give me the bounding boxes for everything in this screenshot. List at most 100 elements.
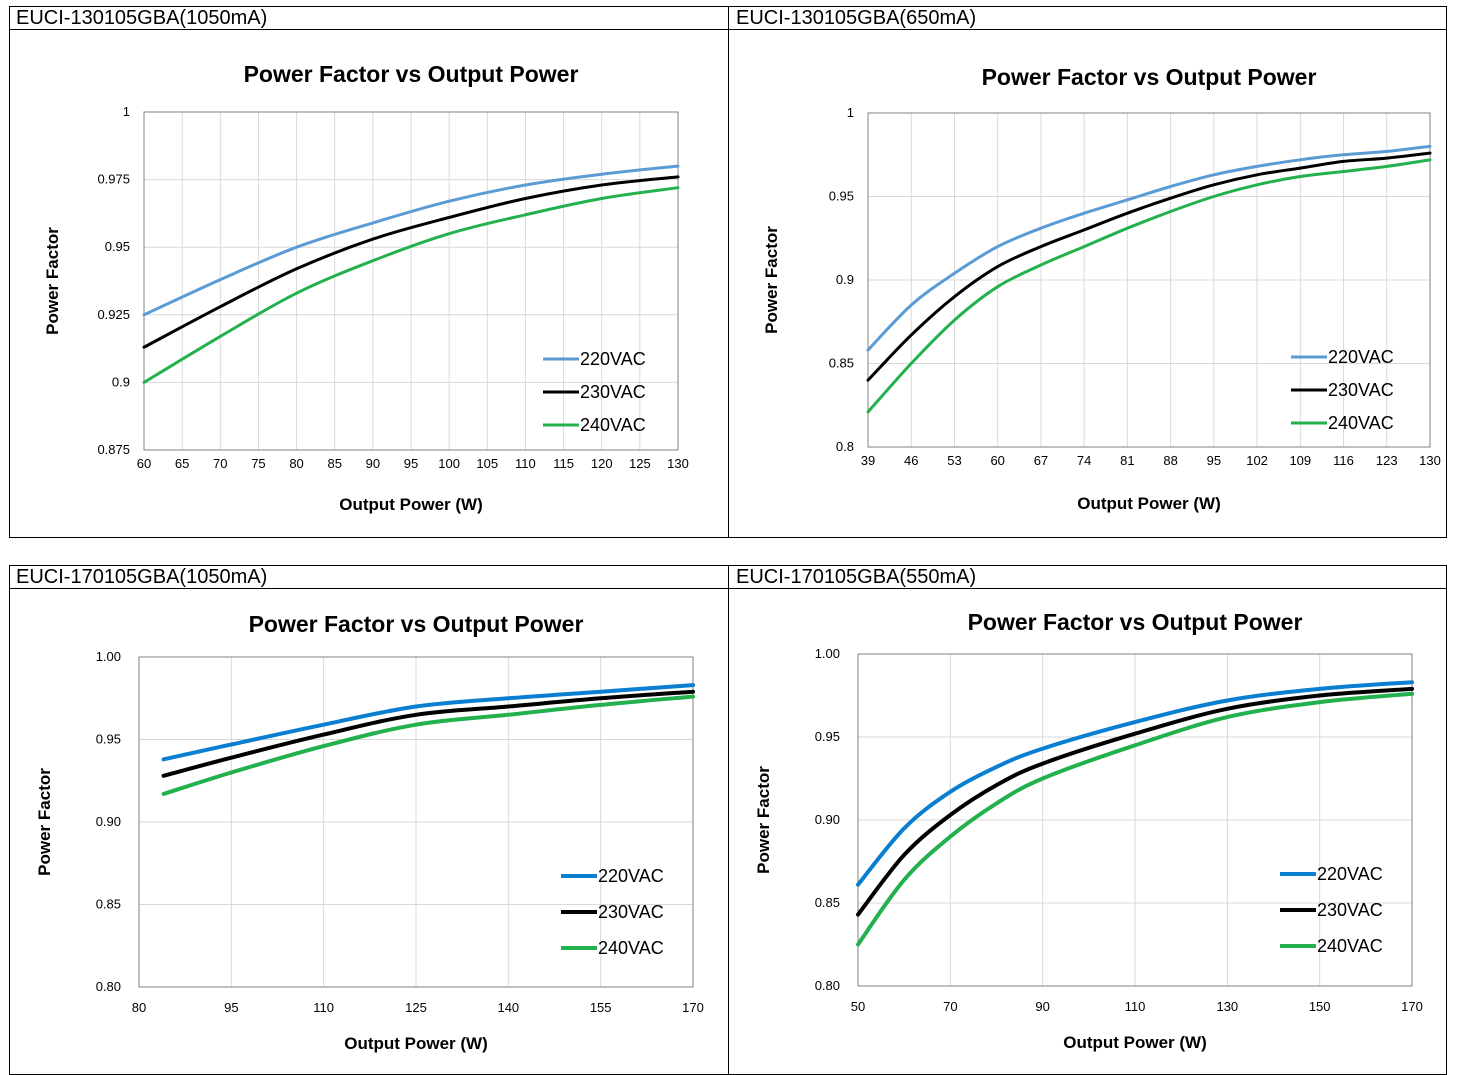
panel-label-2: EUCI-130105GBA(650mA) [736,7,977,29]
chart1-legend-label-240vac: 240VAC [580,415,646,435]
chart-pf-euci-170105gba-550ma: Power Factor vs Output Power 50 70 90 110 130… [754,609,1423,1052]
chart1-x-tick-label: 130 [667,456,689,471]
chart3-series-line-240vac [161,694,695,796]
chart4-y-axis-label: Power Factor [754,766,773,874]
chart2-x-tick-label: 53 [947,453,961,468]
chart2-x-tick-label: 46 [904,453,918,468]
chart2-y-tick-label: 0.95 [829,189,854,204]
chart4-x-tick-label: 110 [1125,999,1146,1014]
chart3-x-tick-label: 140 [497,1000,519,1015]
chart1-x-tick-label: 75 [251,456,265,471]
chart2-y-tick-label: 0.85 [829,356,854,371]
chart3-series-line-220vac [161,683,695,762]
chart2-x-tick-label: 67 [1034,453,1048,468]
chart3-x-axis-label: Output Power (W) [344,1034,488,1053]
chart2-series-line-240vac [866,158,1432,414]
chart1-y-tick-label: 0.875 [97,442,130,457]
chart1-plot-frame [143,111,679,451]
chart2-x-tick-label: 123 [1376,453,1398,468]
chart4-y-tick-label: 0.80 [815,978,840,993]
chart1-x-tick-label: 110 [515,456,536,471]
chart1-y-tick-label: 0.95 [105,239,130,254]
chart4-plot-frame [857,653,1413,987]
chart4-legend-label-220vac: 220VAC [1317,864,1383,884]
chart1-x-tick-label: 125 [629,456,651,471]
chart4-x-tick-label: 170 [1401,999,1423,1014]
chart2-legend-label-240vac: 240VAC [1328,413,1394,433]
chart3-y-tick-label: 0.90 [96,814,121,829]
chart2-y-tick-label: 0.9 [836,272,854,287]
chart2-x-tick-label: 74 [1077,453,1091,468]
chart3-y-axis-label: Power Factor [35,768,54,876]
chart3-x-tick-label: 170 [682,1000,704,1015]
chart4-x-tick-label: 70 [943,999,957,1014]
chart1-title: Power Factor vs Output Power [244,61,579,87]
chart1-x-tick-label: 85 [327,456,341,471]
chart-pf-euci-130105gba-650ma: Power Factor vs Output Power 39 46 53 60 67 74… [762,64,1441,513]
chart4-y-tick-label: 0.90 [815,812,840,827]
chart4-legend-label-240vac: 240VAC [1317,936,1383,956]
chart1-series-line-220vac [142,164,680,317]
chart1-x-tick-label: 95 [404,456,418,471]
chart4-series-line-240vac [856,691,1414,947]
chart1-x-tick-label: 120 [591,456,613,471]
chart1-x-tick-label: 115 [553,456,574,471]
chart2-x-tick-label: 109 [1289,453,1311,468]
chart3-x-tick-label: 95 [224,1000,238,1015]
chart1-x-axis-label: Output Power (W) [339,495,483,514]
chart1-x-tick-label: 100 [438,456,460,471]
chart1-y-tick-label: 0.975 [97,172,130,187]
chart2-y-tick-label: 1 [847,105,854,120]
chart4-x-tick-label: 130 [1216,999,1238,1014]
chart3-y-tick-label: 1.00 [96,649,121,664]
chart-pf-euci-130105gba-1050ma: Power Factor vs Output Power 60 65 70 75 80 85… [43,61,689,514]
chart1-legend-label-220vac: 220VAC [580,349,646,369]
chart3-legend-label-220vac: 220VAC [598,866,664,886]
chart4-x-tick-label: 90 [1035,999,1049,1014]
chart2-y-tick-label: 0.8 [836,439,854,454]
chart3-plot-frame [138,656,694,988]
chart2-x-tick-label: 88 [1163,453,1177,468]
panel-label-1: EUCI-130105GBA(1050mA) [16,7,268,29]
chart4-y-tick-label: 1.00 [815,646,840,661]
chart3-y-tick-label: 0.85 [96,897,121,912]
chart3-x-tick-label: 110 [313,1000,334,1015]
chart2-y-axis-label: Power Factor [762,226,781,334]
top-panel-table: EUCI-130105GBA(1050mA) EUCI-130105GBA(65… [9,6,1447,538]
chart1-y-axis-label: Power Factor [43,227,62,335]
chart3-x-tick-label: 125 [405,1000,427,1015]
chart3-x-tick-label: 80 [132,1000,146,1015]
chart4-legend-label-230vac: 230VAC [1317,900,1383,920]
chart2-x-tick-label: 130 [1419,453,1441,468]
chart1-y-tick-label: 0.925 [97,307,130,322]
chart2-x-tick-label: 81 [1120,453,1134,468]
chart2-x-axis-label: Output Power (W) [1077,494,1221,513]
chart1-series-line-240vac [142,186,680,384]
chart1-y-tick-label: 1 [123,104,130,119]
bottom-column-divider [728,566,729,1074]
chart4-y-tick-label: 0.85 [815,895,840,910]
chart2-x-tick-label: 95 [1207,453,1221,468]
chart1-x-tick-label: 80 [289,456,303,471]
chart1-x-tick-label: 60 [137,456,151,471]
chart2-series-line-230vac [866,151,1432,382]
chart4-y-tick-label: 0.95 [815,729,840,744]
chart1-series-line-230vac [142,175,680,349]
chart-pf-euci-170105gba-1050ma: Power Factor vs Output Power 80 95 110 125 14… [35,611,704,1053]
chart4-x-axis-label: Output Power (W) [1063,1033,1207,1052]
chart2-plot-frame [867,112,1431,448]
chart2-x-tick-label: 102 [1246,453,1268,468]
chart3-x-tick-label: 155 [590,1000,612,1015]
chart1-y-tick-label: 0.9 [112,374,130,389]
chart4-title: Power Factor vs Output Power [968,609,1303,635]
chart2-x-tick-label: 116 [1333,453,1354,468]
top-column-divider [728,7,729,537]
chart1-x-tick-label: 105 [476,456,498,471]
chart1-x-tick-label: 65 [175,456,189,471]
chart2-title: Power Factor vs Output Power [982,64,1317,90]
chart2-series-line-220vac [866,144,1432,352]
chart3-series-line-230vac [161,689,695,778]
chart4-x-tick-label: 50 [851,999,865,1014]
panel-label-3: EUCI-170105GBA(1050mA) [16,566,268,588]
chart4-series-line-230vac [856,686,1414,917]
